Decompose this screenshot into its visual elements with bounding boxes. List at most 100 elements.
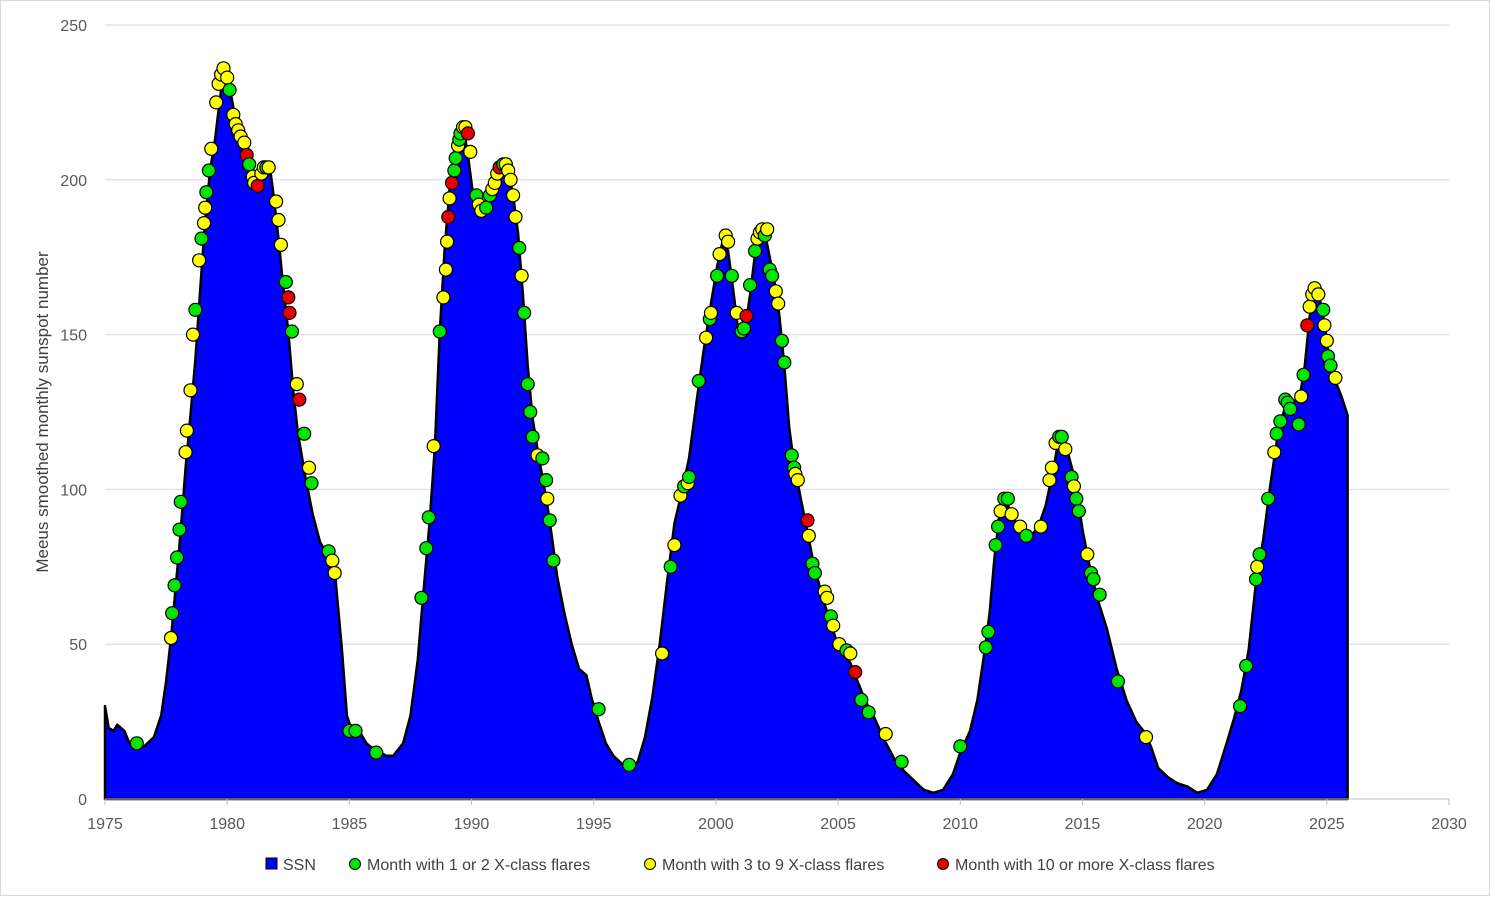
flare-marker-green — [546, 553, 561, 568]
flare-marker-yellow — [826, 618, 841, 633]
flare-marker-green — [516, 305, 532, 320]
flare-marker-green — [188, 302, 203, 317]
flare-marker-yellow — [325, 553, 340, 568]
flare-marker-yellow — [261, 160, 276, 175]
flare-marker-yellow — [327, 565, 342, 581]
flare-marker-green — [777, 355, 792, 370]
flare-marker-yellow — [1250, 559, 1265, 574]
flare-marker-green — [988, 537, 1003, 553]
flare-marker-yellow — [1058, 442, 1073, 457]
x-tick-label: 2025 — [1309, 816, 1345, 833]
flare-marker-yellow — [1317, 318, 1332, 333]
flare-marker-yellow — [654, 646, 670, 661]
flare-marker-yellow — [1328, 370, 1343, 385]
flare-marker-yellow — [768, 284, 783, 299]
flare-marker-yellow — [198, 200, 213, 215]
flare-marker-yellow — [463, 144, 478, 159]
flare-marker-green — [512, 240, 527, 255]
flare-marker-green — [201, 163, 216, 178]
flare-marker-green — [242, 157, 257, 172]
flare-marker-green — [278, 274, 293, 290]
flare-marker-yellow — [204, 141, 219, 156]
flare-marker-yellow — [1044, 460, 1060, 475]
flare-marker-green — [681, 469, 697, 485]
legend-label-yellow: Month with 3 to 9 X-class flares — [662, 857, 884, 874]
legend-swatch-ssn — [265, 857, 278, 870]
flare-marker-green — [1000, 491, 1016, 506]
flare-marker-yellow — [801, 528, 816, 543]
flare-marker-yellow — [505, 188, 521, 203]
flare-marker-green — [542, 513, 557, 528]
flare-marker-yellow — [183, 383, 198, 398]
flare-marker-yellow — [760, 222, 775, 237]
flare-marker-green — [414, 590, 429, 605]
flare-marker-green — [523, 404, 538, 420]
flare-marker-yellow — [220, 70, 235, 85]
flare-marker-yellow — [192, 253, 207, 268]
flare-marker-green — [348, 723, 363, 739]
x-tick-label: 1985 — [332, 816, 368, 833]
flare-marker-green — [1323, 358, 1338, 373]
axes — [104, 798, 1450, 805]
flare-marker-green — [432, 324, 447, 339]
flare-marker-green — [1296, 367, 1311, 382]
flare-marker-yellow — [237, 135, 252, 150]
flare-marker-green — [419, 541, 434, 556]
flare-marker-yellow — [1302, 299, 1317, 314]
legend-label-red: Month with 10 or more X-class flares — [955, 857, 1215, 874]
x-tick-label: 2005 — [820, 816, 856, 833]
flare-marker-green — [1071, 504, 1086, 519]
x-tick-label: 1990 — [454, 816, 490, 833]
flare-marker-yellow — [843, 646, 858, 661]
flare-marker-red — [441, 209, 456, 225]
flare-marker-green — [709, 268, 725, 283]
flare-marker-yellow — [163, 630, 179, 646]
flare-marker-green — [284, 324, 299, 339]
flare-marker-yellow — [1267, 445, 1282, 460]
flare-marker-green — [194, 231, 209, 246]
flare-marker-green — [894, 754, 909, 769]
flare-marker-yellow — [514, 268, 529, 283]
flare-marker-green — [369, 745, 384, 760]
flare-marker-yellow — [1311, 287, 1326, 302]
flare-marker-red — [282, 305, 297, 320]
flare-marker-green — [736, 321, 752, 336]
flare-marker-red — [460, 126, 475, 141]
x-tick-labels: 1975 1980 1985 1990 1995 2000 2005 2010 2015 2020… — [87, 816, 1467, 833]
flare-marker-green — [222, 82, 237, 98]
flare-marker-green — [774, 333, 790, 348]
legend-label-green: Month with 1 or 2 X-class flares — [367, 857, 590, 874]
flare-marker-green — [535, 451, 550, 466]
flare-marker-red — [250, 178, 265, 194]
flare-marker-yellow — [540, 491, 555, 506]
flare-marker-yellow — [819, 590, 835, 605]
flare-marker-green — [1269, 426, 1284, 441]
flare-marker-green — [421, 510, 436, 525]
flare-marker-green — [1283, 401, 1298, 416]
flare-marker-green — [447, 163, 462, 178]
flare-marker-green — [742, 278, 758, 293]
x-tick-label: 2010 — [942, 816, 978, 833]
flare-marker-green — [1069, 491, 1084, 506]
y-tick-label: 0 — [78, 792, 87, 809]
flare-marker-yellow — [1294, 389, 1309, 404]
flare-marker-green — [663, 559, 678, 574]
flare-marker-red — [444, 175, 460, 190]
flare-marker-green — [1261, 491, 1276, 506]
y-tick-label: 250 — [60, 18, 87, 35]
x-tick-label: 1980 — [209, 816, 245, 833]
flare-marker-green — [990, 519, 1006, 534]
flare-marker-red — [1300, 318, 1315, 333]
flare-marker-red — [848, 664, 863, 680]
flare-marker-yellow — [185, 327, 201, 342]
flare-marker-green — [953, 739, 968, 754]
flare-marker-green — [981, 624, 996, 639]
x-tick-label: 2000 — [698, 816, 734, 833]
flare-marker-yellow — [440, 234, 455, 249]
flare-marker-green — [525, 429, 540, 444]
flare-marker-red — [281, 290, 296, 305]
ssn-area — [103, 70, 1349, 801]
flare-marker-green — [1252, 547, 1267, 562]
